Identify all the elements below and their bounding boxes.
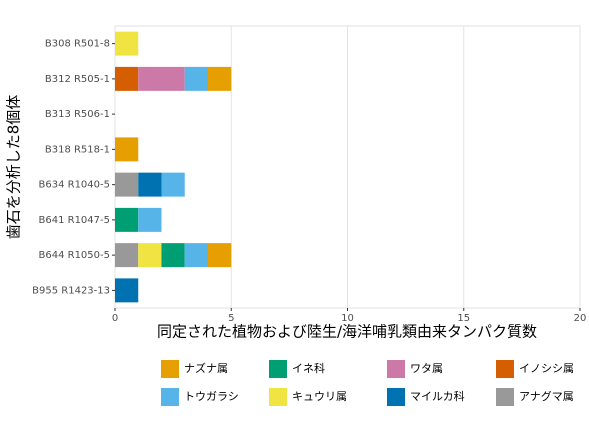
legend-label: イネ科	[292, 361, 325, 375]
y-tick-label: B955 R1423-13	[32, 285, 110, 296]
legend-label: マイルカ科	[410, 389, 465, 403]
bar-segment	[184, 243, 208, 268]
x-tick-label: 20	[574, 313, 587, 324]
legend-label: キュウリ属	[292, 390, 347, 403]
legend-swatch	[269, 388, 287, 406]
bar-segment	[115, 172, 139, 197]
y-tick-label: B308 R501-8	[45, 39, 110, 50]
bar-segment	[208, 243, 232, 268]
legend-swatch	[387, 360, 405, 378]
legend-label: アナグマ属	[519, 389, 574, 403]
x-axis-title: 同定された植物および陸生/海洋哺乳類由来タンパク質数	[157, 323, 537, 341]
bar-segment	[138, 243, 162, 268]
y-tick-label: B641 R1047-5	[39, 215, 111, 226]
bar-segment	[115, 278, 139, 303]
y-tick-label: B644 R1050-5	[39, 250, 111, 261]
bar-segment	[138, 207, 162, 232]
x-tick-label: 5	[228, 313, 234, 324]
legend-swatch	[161, 388, 179, 406]
x-tick-label: 15	[457, 313, 470, 324]
bar-segment	[138, 66, 185, 91]
bar-segment	[115, 66, 139, 91]
x-tick-label: 10	[341, 313, 354, 324]
bar-segment	[161, 172, 185, 197]
legend-swatch	[496, 388, 514, 406]
y-tick-label: B312 R505-1	[45, 74, 110, 85]
x-tick-label: 0	[112, 313, 118, 324]
y-axis-title: 歯石を分析した8個体	[5, 95, 23, 240]
legend-swatch	[161, 360, 179, 378]
y-tick-label: B634 R1040-5	[39, 180, 111, 191]
y-tick-label: B318 R518-1	[45, 144, 110, 155]
bar-segment	[184, 66, 208, 91]
bar-segment	[115, 207, 139, 232]
bar-segment	[161, 243, 185, 268]
legend-label: ワタ属	[410, 362, 443, 375]
bar-segment	[115, 137, 139, 162]
legend-swatch	[269, 360, 287, 378]
bar-segment	[115, 31, 139, 56]
legend-swatch	[387, 388, 405, 406]
legend-label: イノシシ属	[519, 362, 574, 375]
bar-segment	[115, 243, 139, 268]
bar-segment	[138, 172, 162, 197]
y-tick-label: B313 R506-1	[45, 109, 110, 120]
bar-segment	[208, 66, 232, 91]
legend-label: ナズナ属	[184, 361, 228, 375]
legend-swatch	[496, 360, 514, 378]
legend-label: トウガラシ	[184, 390, 239, 403]
